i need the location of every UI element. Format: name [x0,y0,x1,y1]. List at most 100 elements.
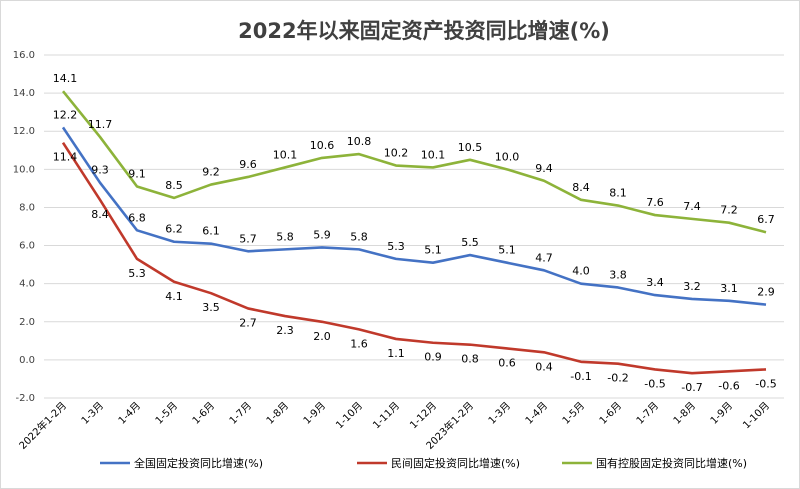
x-tick-label: 1-4月 [116,400,143,427]
data-label-private: 4.1 [165,290,183,303]
x-tick-label: 1-8月 [671,400,698,427]
x-tick-label: 1-9月 [301,400,328,427]
series-line-state [61,90,767,234]
data-label-state: 8.4 [572,181,590,194]
data-label-national: 5.1 [424,244,442,257]
y-axis-ticks: -2.0 0.0 2.0 4.0 6.0 8.0 10.0 12.0 14.0 16.0 [13,50,35,404]
data-label-state: 10.2 [384,147,409,160]
data-label-state: 10.1 [421,148,446,161]
data-label-state: 10.6 [310,139,335,152]
data-label-private: 0.9 [424,351,442,364]
data-label-private: -0.6 [718,379,739,392]
data-label-state: 10.1 [273,148,298,161]
series-line-national [61,126,767,306]
data-label-state: 9.2 [202,166,220,179]
data-label-state: 7.4 [683,200,701,213]
data-label-national: 5.3 [387,240,405,253]
data-label-private: 0.8 [461,353,479,366]
legend-label-private: 民间固定投资同比增速(%) [391,456,520,470]
data-label-private: 0.4 [535,360,553,373]
data-label-private: 2.3 [276,324,294,337]
data-label-state: 10.0 [495,150,520,163]
data-label-private: 1.1 [387,347,405,360]
legend-label-national: 全国固定投资同比增速(%) [134,456,263,470]
x-tick-label: 1-4月 [523,400,550,427]
data-label-national: 5.8 [276,230,294,243]
data-label-private: -0.1 [570,370,591,383]
data-label-state: 10.8 [347,135,372,148]
data-label-national: 12.2 [53,108,78,121]
series-lines [61,90,767,375]
data-label-national: 5.1 [498,244,516,257]
data-label-private: 0.6 [498,356,516,369]
x-tick-label: 1-12月 [408,400,440,432]
data-label-state: 10.5 [458,141,483,154]
y-tick-label: 10.0 [13,164,35,175]
data-label-state: 7.6 [646,196,664,209]
y-tick-label: 0.0 [19,355,35,366]
x-tick-label: 1-10月 [334,400,366,432]
data-label-national: 6.2 [165,223,183,236]
y-tick-label: 16.0 [13,50,35,61]
x-tick-label: 1-11月 [371,400,403,432]
data-label-state: 9.1 [128,167,146,180]
y-tick-label: 14.0 [13,88,35,99]
data-label-state: 8.5 [165,179,183,192]
x-tick-label: 1-3月 [486,400,513,427]
x-tick-label: 1-5月 [560,400,587,427]
data-label-state: 11.7 [88,118,113,131]
y-tick-label: 2.0 [19,317,35,328]
x-tick-label: 1-10月 [741,400,773,432]
data-label-private: 2.7 [239,316,257,329]
data-label-national: 4.7 [535,251,553,264]
data-label-national: 9.3 [91,164,109,177]
data-label-national: 5.5 [461,236,479,249]
x-tick-label: 1-6月 [190,400,217,427]
data-label-private: 3.5 [202,301,220,314]
data-label-state: 8.1 [609,187,627,200]
x-tick-label: 1-9月 [708,400,735,427]
data-label-private: 11.4 [53,151,78,164]
data-label-private: 2.0 [313,330,331,343]
data-label-state: 6.7 [757,213,775,226]
data-label-state: 9.6 [239,158,257,171]
data-label-private: -0.5 [644,377,665,390]
series-line-private [61,141,767,375]
data-label-national: 3.8 [609,268,627,281]
y-tick-label: -2.0 [15,393,35,404]
data-label-national: 6.8 [128,211,146,224]
data-label-private: 1.6 [350,337,368,350]
y-tick-label: 6.0 [19,241,35,252]
data-label-state: 14.1 [53,72,78,85]
x-tick-label: 1-8月 [264,400,291,427]
y-tick-label: 12.0 [13,126,35,137]
data-label-national: 4.0 [572,265,590,278]
data-label-national: 5.7 [239,232,257,245]
x-tick-label: 1-3月 [79,400,106,427]
chart-title: 2022年以来固定资产投资同比增速(%) [238,19,610,43]
data-label-private: -0.5 [755,377,776,390]
data-label-private: 5.3 [128,267,146,280]
legend: 全国固定投资同比增速(%) 民间固定投资同比增速(%) 国有控股固定投资同比增速(%… [100,456,747,470]
legend-label-state: 国有控股固定投资同比增速(%) [596,456,747,470]
data-label-national: 3.2 [683,280,701,293]
y-tick-label: 4.0 [19,279,35,290]
data-label-private: -0.7 [681,381,702,394]
data-label-private: -0.2 [607,372,628,385]
x-axis-ticks: 2022年1-2月 1-3月 1-4月 1-5月 1-6月 1-7月 1-8月 1-9月 1-1… [16,399,772,452]
data-label-state: 9.4 [535,162,553,175]
x-tick-label: 1-7月 [227,400,254,427]
x-tick-label: 1-5月 [153,400,180,427]
data-label-national: 2.9 [757,286,775,299]
data-label-national: 3.1 [720,282,738,295]
data-label-national: 3.4 [646,276,664,289]
data-label-private: 8.4 [91,208,109,221]
y-tick-label: 8.0 [19,202,35,213]
data-label-state: 7.2 [720,204,738,217]
x-tick-label: 1-7月 [634,400,661,427]
data-label-national: 5.8 [350,230,368,243]
x-tick-label: 1-6月 [597,400,624,427]
data-label-national: 6.1 [202,225,220,238]
